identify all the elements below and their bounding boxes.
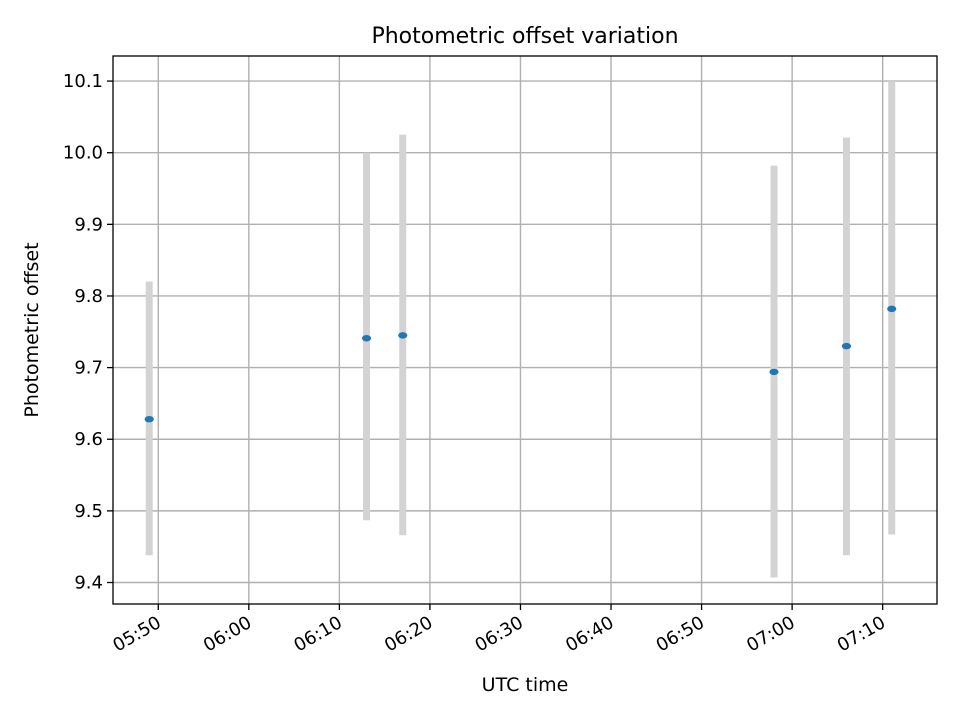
y-tick-label-6: 10.0 — [63, 143, 103, 164]
data-point-3 — [769, 368, 779, 376]
y-axis-label: Photometric offset — [21, 242, 43, 417]
data-point-2 — [398, 332, 408, 339]
x-axis-label: UTC time — [482, 674, 569, 696]
plot-frame — [112, 55, 938, 605]
y-tick-label-2: 9.6 — [74, 429, 103, 450]
y-tick-label-5: 9.9 — [74, 214, 103, 235]
y-tick-label-4: 9.8 — [74, 286, 103, 307]
y-axis-ticks: 9.4 9.5 9.6 9.7 9.8 9.9 10.0 10.1 — [63, 71, 113, 594]
y-tick-label-1: 9.5 — [74, 501, 103, 522]
y-tick-label-7: 10.1 — [63, 71, 103, 92]
data-point-5 — [887, 305, 897, 313]
grid — [113, 56, 937, 604]
data-point-0 — [144, 415, 154, 423]
data-points — [144, 305, 897, 423]
y-tick-label-3: 9.7 — [74, 358, 103, 379]
y-tick-label-0: 9.4 — [74, 573, 103, 594]
data-point-1 — [361, 335, 372, 342]
chart-title: Photometric offset variation — [371, 24, 678, 49]
data-point-4 — [841, 342, 852, 350]
